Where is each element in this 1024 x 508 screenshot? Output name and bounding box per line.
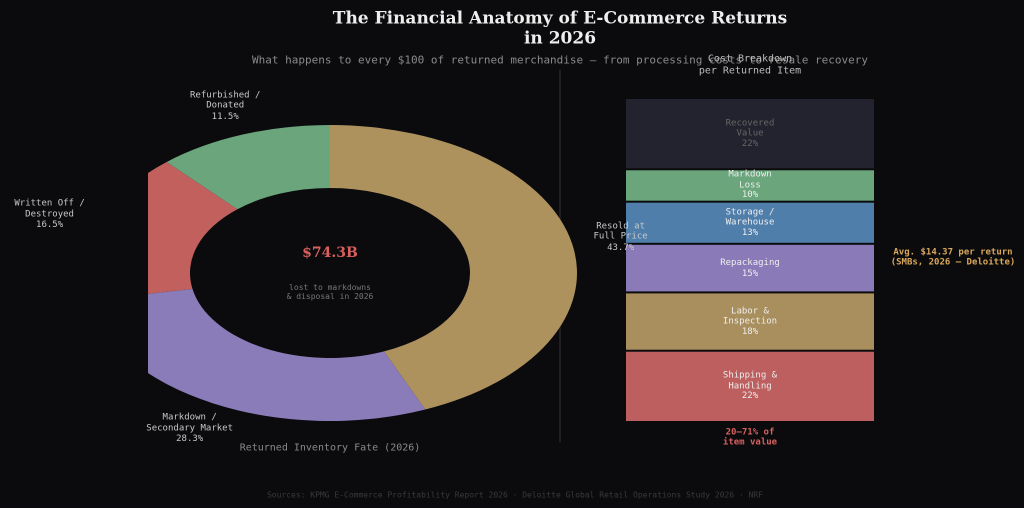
segment-value-label: 10% <box>741 190 759 201</box>
donut-slice <box>166 125 330 210</box>
segment-label: Recovered Value <box>725 118 775 139</box>
title: The Financial Anatomy of E-Commerce Retu… <box>332 8 788 48</box>
center-label: lost to markdowns & disposal in 2026 <box>286 282 374 301</box>
bar-segment <box>626 170 874 201</box>
bar-segment <box>626 99 874 169</box>
donut-slice <box>148 161 238 294</box>
segment-label: Shipping & Handling <box>722 371 778 392</box>
segment-label: Markdown Loss <box>728 170 772 191</box>
slice-value-label: 43.7% <box>607 242 635 253</box>
donut-slice <box>330 125 578 410</box>
bar-segment <box>626 244 874 292</box>
segment-label: Labor & Inspection <box>722 306 778 327</box>
segment-value-label: 13% <box>741 227 759 238</box>
slice-label: Refurbished / Donated <box>189 90 261 111</box>
x-axis-label: Returned Inventory Fate (2026) <box>239 442 421 454</box>
slice-value-label: 11.5% <box>211 111 239 122</box>
bar-segment <box>626 351 874 421</box>
slice-value-label: 28.3% <box>176 434 204 445</box>
annotation: Avg. $14.37 per return (SMBs, 2026 — Del… <box>890 247 1016 268</box>
segment-value-label: 22% <box>741 138 759 149</box>
annotation: 20–71% of item value <box>722 427 778 448</box>
subtitle: What happens to every $100 of returned m… <box>252 53 868 67</box>
donut-slice <box>148 288 426 421</box>
bar-segment <box>626 202 874 243</box>
sources: Sources: KPMG E-Commerce Profitability R… <box>266 490 764 500</box>
segment-label: Storage / Warehouse <box>725 207 775 228</box>
bar-title: Cost Breakdown per Returned Item <box>698 53 802 77</box>
slice-value-label: 16.5% <box>36 220 64 231</box>
segment-value-label: 15% <box>741 268 759 279</box>
center-value: $74.3B <box>302 244 358 261</box>
slice-label: Resold at Full Price <box>593 221 648 243</box>
bar-segment <box>626 293 874 350</box>
segment-value-label: 22% <box>741 391 759 402</box>
slice-label: Markdown / Secondary Market <box>146 413 234 434</box>
slice-label: Written Off / Destroyed <box>14 199 85 220</box>
segment-label: Repackaging <box>720 257 780 268</box>
segment-value-label: 18% <box>741 326 759 337</box>
